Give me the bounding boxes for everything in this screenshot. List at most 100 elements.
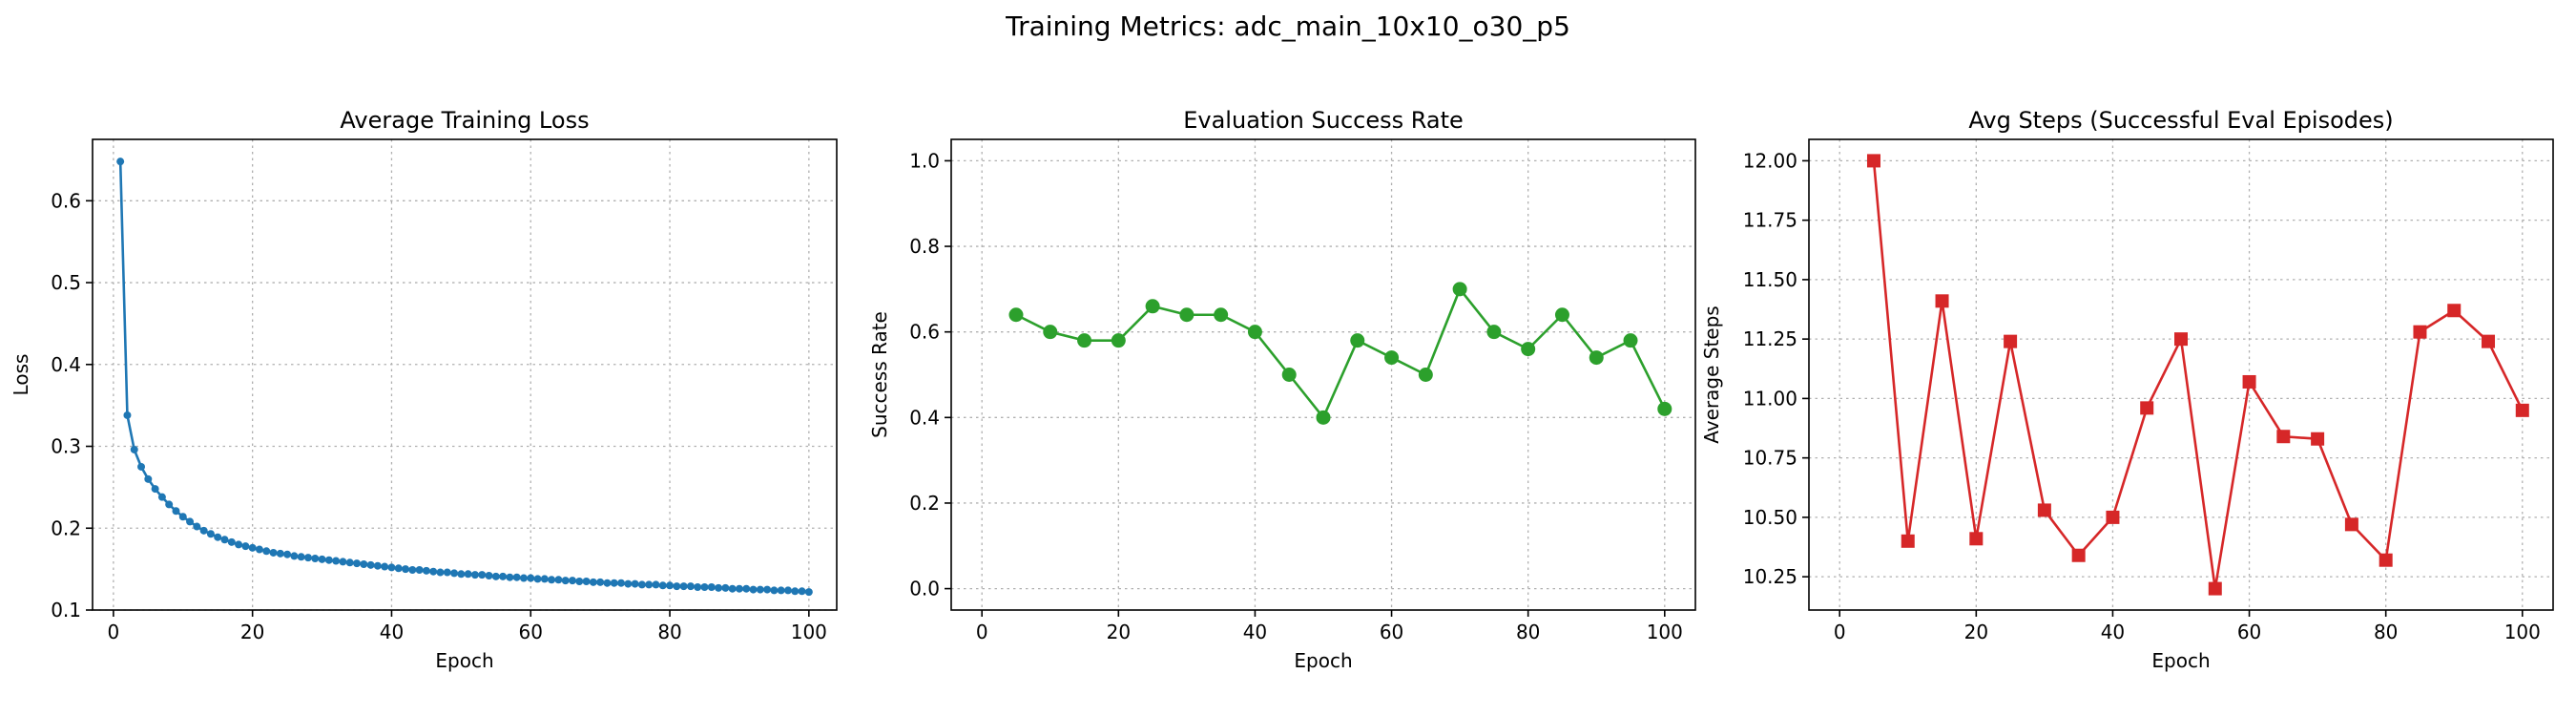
steps-data-point	[1901, 534, 1915, 548]
success-data-point	[1145, 299, 1160, 314]
success-data-point	[1418, 368, 1433, 382]
loss-data-point	[199, 526, 208, 535]
loss-data-point	[387, 563, 396, 572]
success-x-tick-label: 0	[976, 621, 988, 643]
loss-data-point	[193, 522, 201, 531]
loss-data-point	[360, 559, 368, 568]
loss-data-point	[443, 568, 451, 577]
success-y-tick-label: 0.0	[909, 578, 940, 600]
success-data-point	[1214, 307, 1229, 323]
loss-data-point	[749, 585, 758, 594]
success-data-point	[1623, 333, 1638, 348]
chart-loss: Average Training Loss 0 20 40 60 80 100 0.1 0.2 0…	[10, 107, 838, 672]
loss-data-point	[422, 566, 430, 575]
success-y-tick-label: 0.6	[909, 321, 940, 344]
loss-data-point	[533, 575, 542, 583]
steps-data-point	[1935, 294, 1949, 308]
loss-data-point	[735, 584, 743, 593]
steps-y-tick-label: 10.25	[1743, 565, 1797, 588]
loss-data-point	[157, 493, 166, 501]
success-x-axis-label: Epoch	[1294, 649, 1352, 672]
loss-data-point	[381, 562, 389, 571]
loss-data-point	[255, 545, 263, 554]
loss-data-point	[700, 582, 709, 591]
steps-data-point	[2037, 503, 2051, 517]
success-data-point	[1657, 401, 1672, 416]
loss-data-point	[582, 577, 591, 585]
steps-data-point	[2515, 403, 2529, 417]
loss-data-point	[283, 550, 292, 558]
loss-y-tick-label: 0.4	[51, 353, 81, 376]
success-data-point	[1077, 333, 1092, 348]
loss-data-point	[568, 577, 576, 585]
loss-data-point	[728, 584, 737, 593]
success-data-point	[1452, 282, 1467, 297]
loss-data-point	[499, 572, 508, 580]
loss-data-point	[172, 507, 180, 516]
chart-steps: Avg Steps (Successful Eval Episodes) 0 20 4…	[1700, 107, 2554, 672]
steps-y-tick-label: 10.75	[1743, 447, 1797, 470]
loss-data-point	[777, 586, 785, 595]
chart-success: Evaluation Success Rate 0 20 40 60 80 100 0.0 0.…	[868, 107, 1696, 672]
steps-x-tick-label: 40	[2101, 621, 2125, 643]
loss-data-point	[596, 578, 605, 586]
loss-data-point	[645, 580, 654, 589]
loss-y-tick-label: 0.2	[51, 516, 81, 539]
loss-data-point	[540, 575, 549, 583]
loss-data-point	[617, 579, 626, 587]
loss-data-point	[603, 579, 612, 587]
success-x-tick-label: 40	[1243, 621, 1267, 643]
loss-data-point	[491, 572, 500, 580]
loss-data-point	[144, 474, 153, 483]
steps-y-tick-label: 11.00	[1743, 387, 1797, 410]
loss-data-point	[116, 158, 125, 166]
loss-data-point	[548, 576, 556, 584]
success-data-point	[1316, 410, 1331, 425]
loss-x-tick-label: 0	[108, 621, 120, 643]
loss-data-point	[791, 587, 800, 596]
loss-y-tick-label: 0.1	[51, 599, 81, 621]
success-x-tick-label: 20	[1107, 621, 1131, 643]
success-x-tick-label: 60	[1380, 621, 1403, 643]
loss-data-point	[353, 559, 362, 568]
loss-data-point	[394, 564, 403, 573]
loss-data-point	[637, 580, 646, 589]
loss-data-point	[290, 552, 299, 560]
loss-y-tick-label: 0.6	[51, 189, 81, 212]
loss-data-point	[763, 585, 772, 594]
loss-data-point	[269, 548, 278, 557]
success-x-tick-label: 80	[1516, 621, 1540, 643]
loss-data-point	[715, 583, 723, 592]
loss-data-point	[666, 581, 675, 590]
loss-data-point	[464, 570, 472, 579]
success-data-point	[1247, 325, 1262, 340]
loss-y-tick-label: 0.5	[51, 271, 81, 294]
steps-y-tick-label: 12.00	[1743, 149, 1797, 172]
loss-data-point	[402, 565, 410, 574]
loss-data-point	[436, 568, 445, 577]
loss-data-point	[415, 565, 424, 574]
loss-data-point	[783, 586, 792, 595]
loss-x-tick-label: 80	[657, 621, 681, 643]
steps-data-point	[2208, 581, 2222, 596]
loss-data-point	[519, 574, 528, 582]
loss-data-point	[276, 549, 284, 558]
steps-data-point	[1969, 532, 1984, 546]
steps-data-point	[2447, 304, 2462, 318]
loss-data-point	[130, 445, 138, 453]
loss-data-point	[123, 411, 132, 419]
loss-data-point	[345, 558, 354, 567]
loss-data-point	[742, 584, 751, 593]
steps-data-point	[2140, 401, 2154, 415]
steps-y-tick-label: 11.25	[1743, 327, 1797, 350]
loss-data-point	[624, 579, 633, 588]
loss-data-point	[151, 485, 159, 494]
loss-data-point	[318, 555, 326, 563]
steps-data-point	[2004, 334, 2018, 348]
loss-data-point	[686, 582, 695, 591]
chart-panels: Average Training Loss 0 20 40 60 80 100 0.1 0.2 0…	[10, 107, 2554, 672]
steps-data-point	[1866, 154, 1880, 168]
loss-x-tick-label: 20	[240, 621, 264, 643]
loss-data-point	[332, 557, 341, 565]
loss-data-point	[610, 579, 618, 587]
